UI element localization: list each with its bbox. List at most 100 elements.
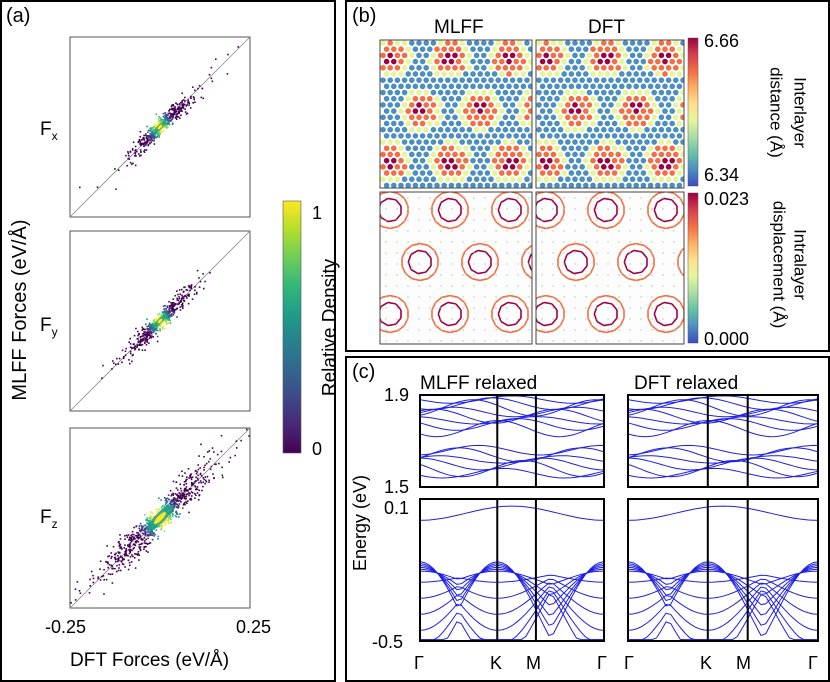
atom-site: [423, 52, 430, 59]
atom-site: [391, 170, 397, 176]
atom-site: [619, 95, 625, 102]
scatter-point: [173, 304, 175, 307]
scatter-point: [158, 525, 160, 528]
scatter-point: [176, 498, 178, 500]
atom-site: [665, 77, 672, 83]
displacement-arrow: [718, 192, 726, 194]
scatter-point: [157, 314, 159, 316]
atom-site: [658, 164, 665, 170]
grid-dot: [440, 318, 442, 320]
grid-dot: [451, 263, 453, 265]
displacement-arrow: [747, 146, 754, 150]
atom-site: [473, 102, 480, 108]
displacement-arrow: [605, 329, 615, 334]
grid-dot: [451, 252, 453, 254]
grid-dot: [418, 318, 420, 320]
atom-site: [477, 95, 484, 102]
displacement-arrow: [606, 370, 611, 376]
scatter-point: [99, 579, 102, 581]
displacement-arrow: [559, 198, 565, 207]
band-line: [627, 447, 819, 463]
scatter-point: [172, 500, 174, 503]
displacement-arrow: [358, 354, 366, 355]
atom-site: [572, 164, 578, 170]
scatter-point: [147, 330, 149, 333]
scatter-point: [193, 293, 196, 296]
displacement-arrow: [342, 251, 345, 258]
displacement-arrow: [756, 348, 764, 350]
scatter-point: [168, 521, 170, 524]
scatter-point: [131, 554, 133, 556]
grid-dot: [662, 296, 664, 298]
displacement-arrow: [732, 318, 737, 324]
scatter-point: [129, 161, 132, 164]
displacement-arrow: [548, 378, 554, 383]
atom-site: [502, 64, 509, 71]
scatter-point: [159, 131, 161, 134]
scatter-point: [141, 335, 143, 338]
atom-site: [658, 114, 665, 121]
atom-site: [488, 52, 494, 59]
scatter-point: [179, 483, 182, 486]
displacement-arrow: [557, 265, 563, 274]
grid-dot: [407, 329, 409, 331]
scatter-point: [138, 139, 141, 141]
atom-site: [463, 120, 469, 127]
scatter-point: [144, 534, 147, 537]
scatter-point: [149, 142, 151, 144]
atom-site: [524, 176, 530, 183]
displacement-arrow: [566, 268, 575, 275]
grid-dot: [418, 307, 420, 309]
atom-site: [391, 133, 397, 139]
scatter-point: [139, 529, 141, 532]
atom-site: [513, 58, 519, 65]
scatter-point: [120, 560, 122, 562]
displacement-arrow: [497, 313, 502, 322]
grid-dot: [585, 296, 587, 298]
scatter-point: [145, 527, 148, 529]
atom-site: [658, 102, 665, 108]
scatter-point: [119, 547, 121, 550]
grid-dot: [484, 285, 486, 287]
displacement-arrow: [551, 317, 558, 325]
band-line: [627, 444, 819, 456]
displacement-arrow: [351, 374, 358, 378]
grid-dot: [673, 274, 675, 276]
scatter-point: [163, 313, 165, 315]
grid-dot: [528, 219, 530, 221]
scatter-point: [139, 149, 142, 151]
scatter-point: [148, 517, 151, 519]
displacement-arrow: [665, 225, 675, 230]
scatter-point: [136, 540, 138, 542]
atom-site: [637, 77, 643, 83]
displacement-arrow: [677, 250, 683, 259]
kpoint-m-b: M: [736, 653, 751, 673]
scatter-point: [183, 493, 186, 496]
atom-site: [622, 114, 629, 121]
displacement-arrow: [342, 162, 345, 169]
atom-site: [543, 114, 549, 121]
scatter-point: [135, 553, 138, 555]
scatter-point: [174, 294, 177, 297]
atom-site: [473, 151, 480, 158]
band-line: [627, 582, 819, 615]
scatter-point: [180, 106, 183, 109]
atom-site: [539, 58, 546, 65]
grid-dot: [517, 208, 519, 210]
displacement-arrow: [564, 358, 567, 366]
displacement-arrow: [732, 304, 737, 310]
grid-dot: [396, 307, 398, 309]
atom-site: [391, 58, 397, 65]
scatter-point: [175, 513, 178, 515]
scatter-point: [131, 530, 134, 533]
displacement-arrow: [603, 197, 612, 201]
scatter-point: [140, 344, 143, 346]
scatter-point: [155, 113, 158, 115]
scatter-point: [142, 335, 144, 337]
atom-site: [539, 46, 546, 52]
atom-site: [565, 176, 571, 183]
atom-site: [622, 77, 629, 83]
atom-site: [647, 182, 654, 188]
atom-site: [586, 52, 593, 59]
atom-site: [597, 83, 603, 90]
